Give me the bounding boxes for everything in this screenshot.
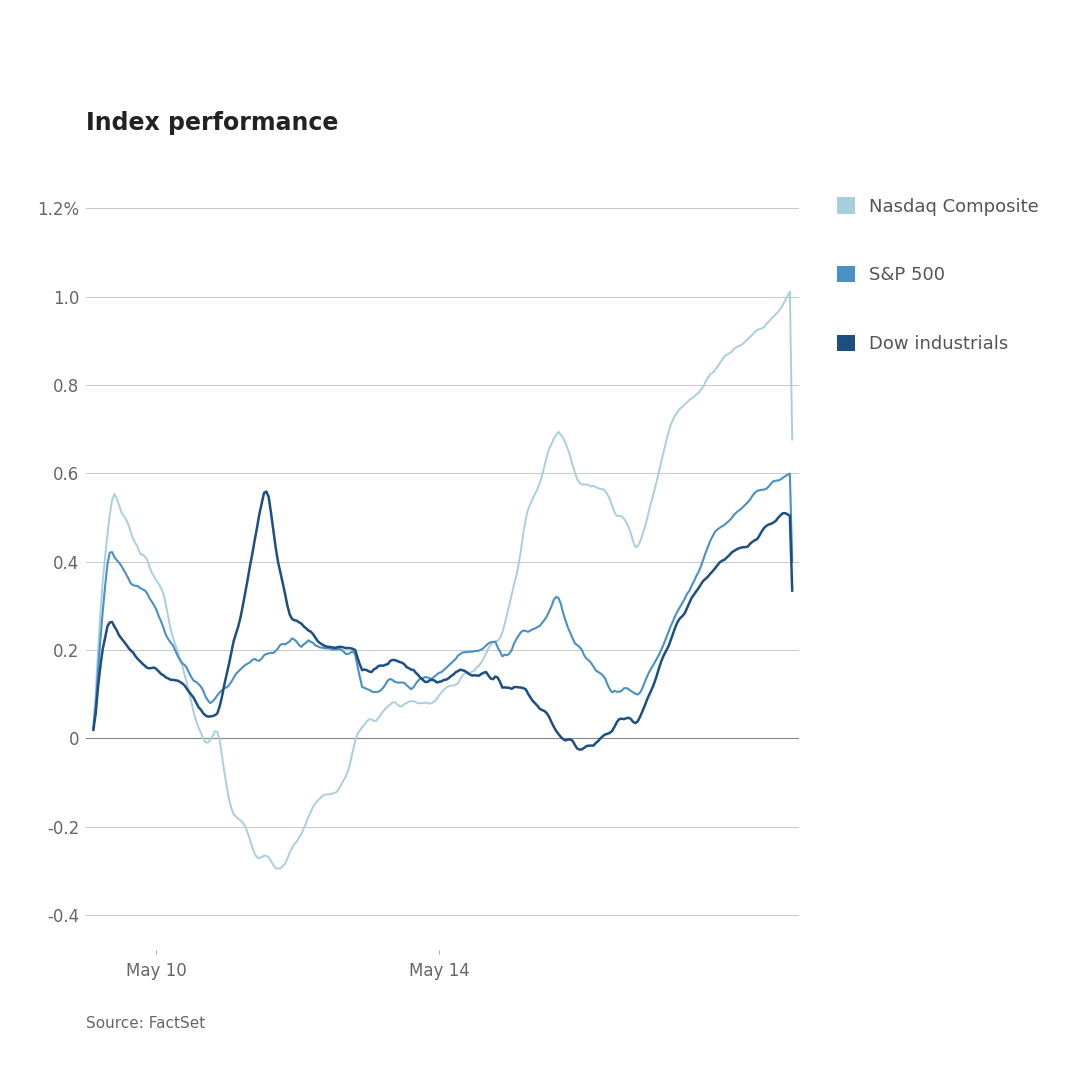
Text: Index performance: Index performance (86, 111, 339, 135)
Legend: Nasdaq Composite, S&P 500, Dow industrials: Nasdaq Composite, S&P 500, Dow industria… (837, 198, 1039, 353)
Text: Source: FactSet: Source: FactSet (86, 1016, 205, 1031)
